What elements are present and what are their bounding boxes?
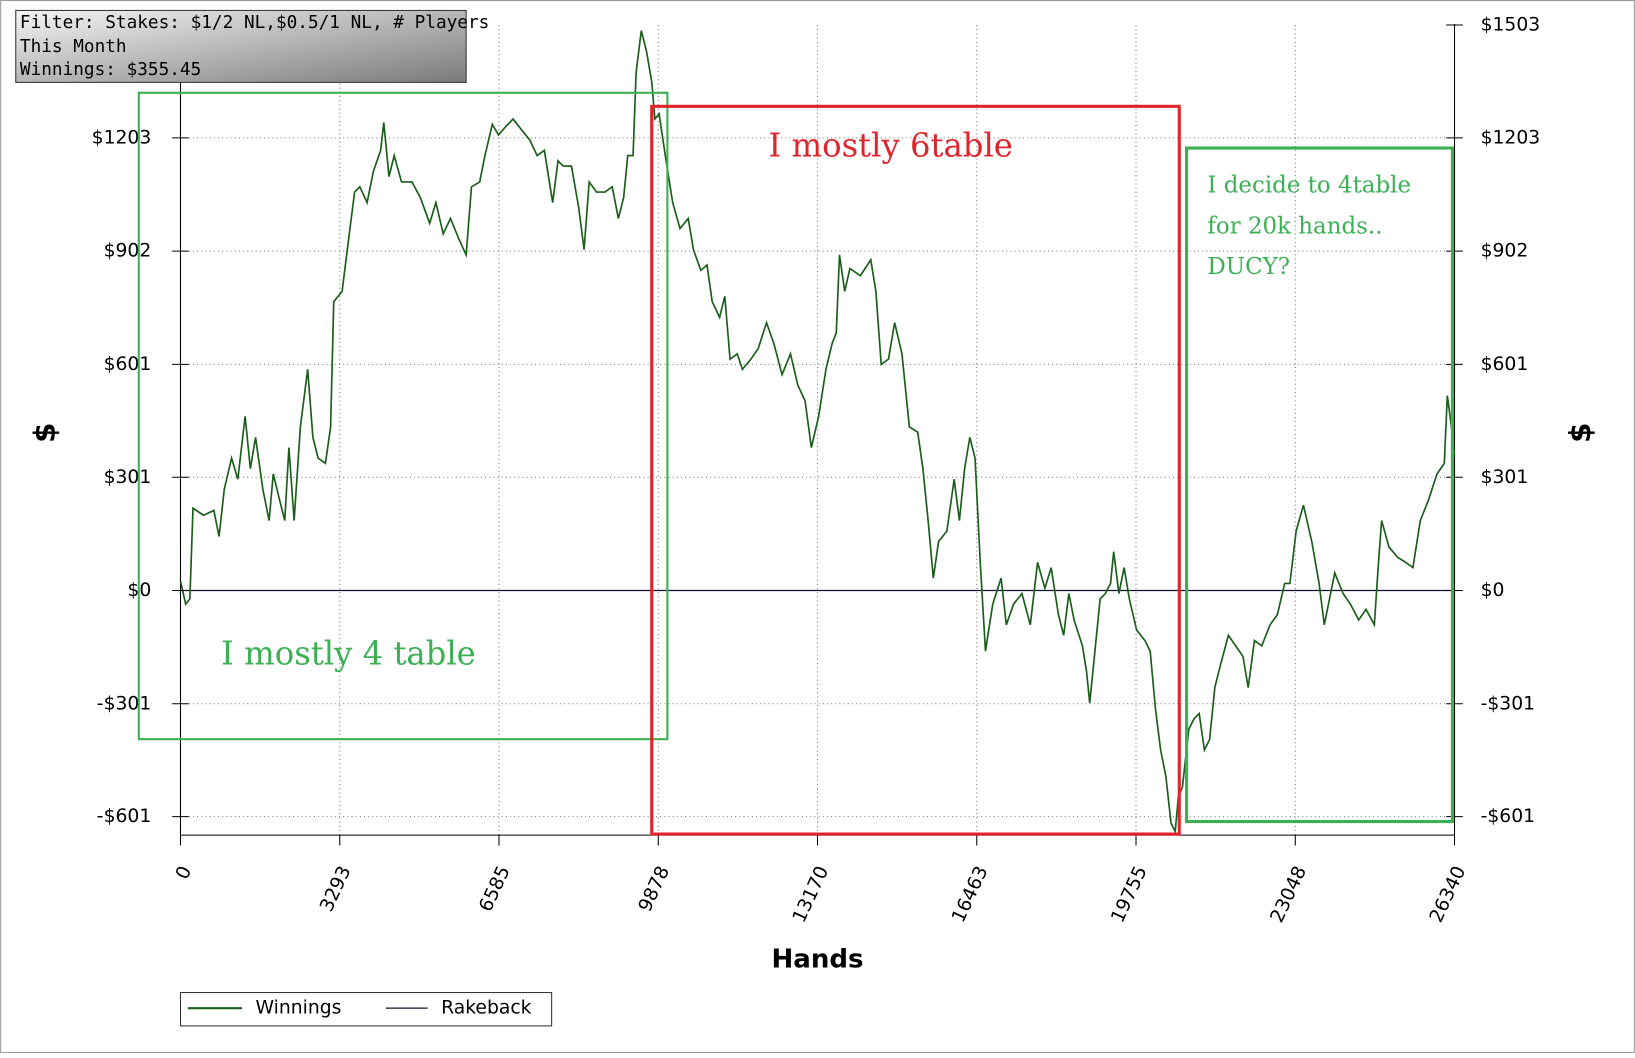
y-tick-label: $1203: [92, 127, 152, 148]
y2-tick-label: -$601: [1481, 806, 1535, 827]
y2-axis-label: $: [1564, 423, 1598, 443]
plot: [179, 30, 1456, 835]
annotation: I mostly 4 table: [221, 634, 476, 672]
y-tick-label: $902: [104, 241, 152, 262]
x-axis-label: Hands: [771, 945, 863, 975]
y-tick-label: $301: [104, 467, 152, 488]
y2-tick-label: $902: [1481, 241, 1529, 262]
legend-label: Winnings: [256, 998, 342, 1019]
annotation-box: [137, 91, 669, 741]
annotation-box: [650, 104, 1181, 836]
filter-text: Winnings: $355.45: [20, 60, 201, 80]
filter-text: Filter: Stakes: $1/2 NL,$0.5/1 NL, # Pla…: [20, 13, 489, 33]
annotation: for 20k hands..: [1207, 213, 1382, 239]
legend: [179, 992, 553, 1027]
y-axis-label: $: [28, 423, 62, 443]
series-line: [179, 30, 1456, 835]
annotation: I mostly 6table: [768, 127, 1012, 165]
y2-tick-label: $1503: [1481, 15, 1541, 36]
y-tick-label: $601: [104, 354, 152, 375]
legend-entries: Winnings Rakeback: [187, 998, 532, 1019]
y2-tick-label: -$301: [1481, 693, 1535, 714]
legend-label: Rakeback: [441, 998, 532, 1019]
annotation: DUCY?: [1207, 254, 1290, 280]
y-tick-label: -$601: [97, 806, 151, 827]
annotation-box: [1185, 146, 1454, 824]
annotation: I decide to 4table: [1207, 173, 1411, 199]
y2-tick-label: $301: [1481, 467, 1529, 488]
y-tick-label: -$301: [97, 693, 151, 714]
y2-tick-label: $1203: [1481, 127, 1541, 148]
filter-box: [15, 9, 467, 83]
y2-tick-label: $601: [1481, 354, 1529, 375]
filter-text: This Month: [20, 37, 127, 57]
y2-tick-label: $0: [1481, 580, 1505, 601]
